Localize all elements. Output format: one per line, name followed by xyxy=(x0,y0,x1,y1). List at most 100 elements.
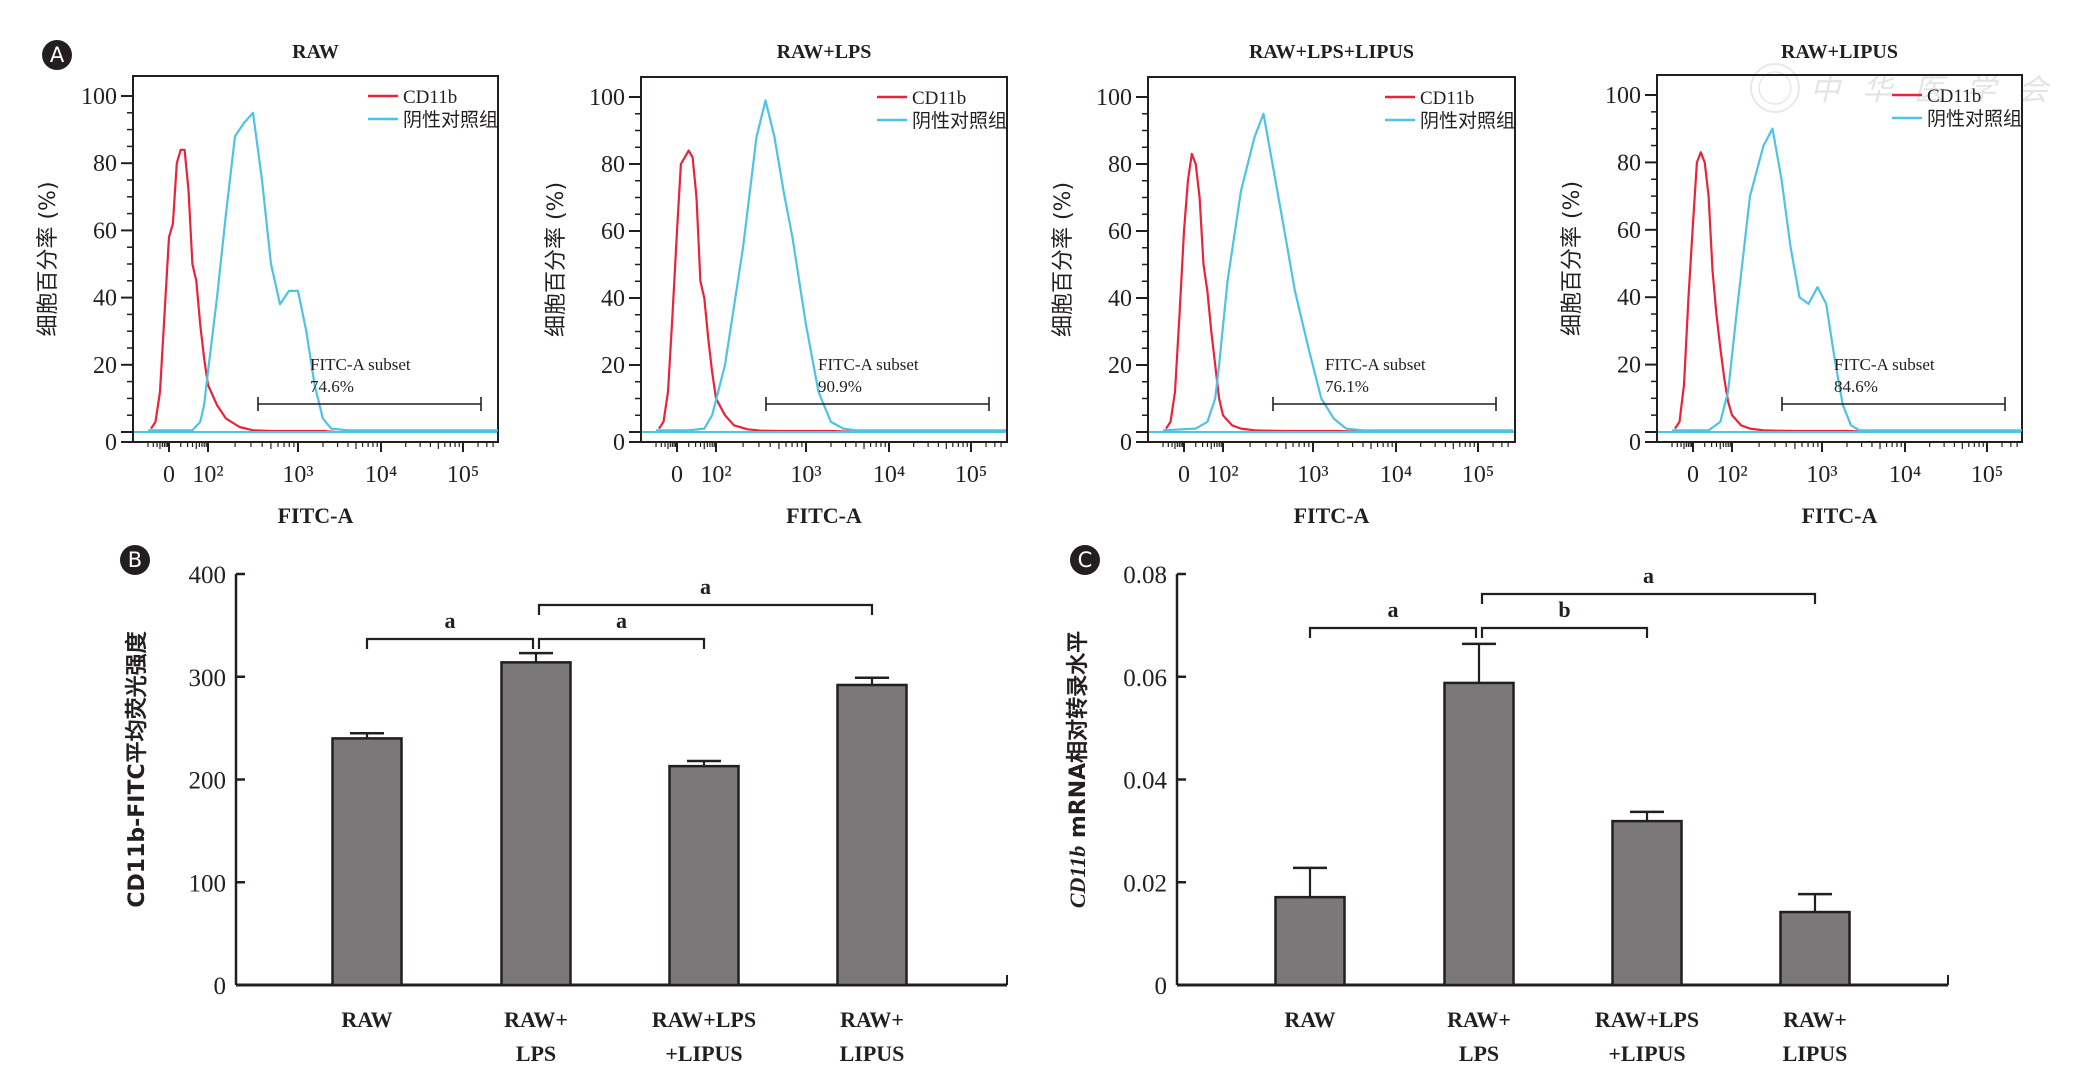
bar xyxy=(1779,910,1851,987)
x-tick-label: 10⁴ xyxy=(1380,462,1412,488)
significance-bracket xyxy=(1308,626,1478,638)
x-tick-label: 0 xyxy=(1178,462,1190,488)
category-label: RAW+ xyxy=(1783,1007,1847,1032)
y-tick-label: 60 xyxy=(93,218,117,244)
y-tick-label: 80 xyxy=(1617,150,1641,176)
panel-label-c: C xyxy=(1070,545,1100,575)
y-axis-label-text: CD11b-FITC平均荧光强度 xyxy=(124,630,150,907)
category-label: RAW+ xyxy=(504,1007,568,1032)
gate-label: FITC-A subset xyxy=(1834,355,1935,374)
y-tick-label: 300 xyxy=(189,665,227,692)
legend-label: CD11b xyxy=(403,87,457,108)
histogram-panels: RAW 0 20 40 60 80 100 0 10² 10³ 10⁴ 10⁵ FITC-A 细胞百分率 … xyxy=(36,41,2023,528)
gate-value: 90.9% xyxy=(818,377,862,396)
x-tick-label: 10² xyxy=(700,462,731,488)
gate-value: 76.1% xyxy=(1325,377,1369,396)
category-label: RAW+LPS xyxy=(1595,1007,1699,1032)
category-label: RAW+LPS xyxy=(652,1007,756,1032)
y-axis-label: 细胞百分率 (%) xyxy=(1051,182,1076,337)
y-tick-label: 20 xyxy=(1617,353,1641,379)
bar xyxy=(1274,895,1346,987)
cd11b-histogram-line xyxy=(1165,152,1363,434)
significance-bracket xyxy=(1480,626,1649,638)
negative-control-histogram-line xyxy=(656,99,1006,432)
y-tick-label: 20 xyxy=(93,353,117,379)
y-tick-label: 60 xyxy=(1108,219,1132,245)
x-axis-label: FITC-A xyxy=(278,503,354,528)
watermark: 中华医学会 xyxy=(1750,63,2070,113)
category-label: RAW xyxy=(341,1007,392,1032)
y-tick-label: 80 xyxy=(1108,152,1132,178)
histogram-panel-4: RAW+LIPUS 0 20 40 60 80 100 0 10² 10³ 10⁴ 10⁵ FITC-A… xyxy=(1560,41,2023,528)
histogram-panel-3: RAW+LPS+LIPUS 0 20 40 60 80 100 0 10² 10³ 10⁴ 10⁵ FI… xyxy=(1051,41,1516,528)
y-tick-label: 60 xyxy=(601,219,625,245)
category-label: RAW xyxy=(1284,1007,1335,1032)
watermark-seal-inner xyxy=(1758,71,1792,105)
negative-control-histogram-line xyxy=(148,111,498,432)
plot-frame xyxy=(1147,76,1516,443)
x-tick-label: 10⁵ xyxy=(955,462,987,488)
x-tick-label: 0 xyxy=(1687,462,1699,488)
panel-label-a-text: A xyxy=(50,43,65,67)
category-label: RAW+ xyxy=(1447,1007,1511,1032)
x-tick-label: 10³ xyxy=(1806,462,1837,488)
x-tick-label: 10³ xyxy=(282,462,313,488)
x-tick-label: 10² xyxy=(1716,462,1747,488)
significance-bracket xyxy=(537,637,706,649)
bar xyxy=(1611,819,1683,987)
category-label: +LIPUS xyxy=(665,1041,742,1066)
y-tick-label: 0.04 xyxy=(1123,768,1167,795)
histogram-panel-2: RAW+LPS 0 20 40 60 80 100 0 10² 10³ 10⁴ 10⁵ FITC-A 细胞… xyxy=(544,41,1008,528)
y-axis-label: 细胞百分率 (%) xyxy=(1560,181,1585,336)
histogram-title: RAW+LPS+LIPUS xyxy=(1249,41,1414,63)
gate-value: 74.6% xyxy=(310,377,354,396)
x-axis-label: FITC-A xyxy=(786,503,862,528)
x-tick-label: 10⁵ xyxy=(1462,462,1494,488)
category-label: RAW+ xyxy=(840,1007,904,1032)
legend-label: CD11b xyxy=(1420,88,1474,109)
y-tick-label: 0 xyxy=(613,430,625,456)
bar xyxy=(836,683,908,987)
y-tick-label: 20 xyxy=(601,353,625,379)
x-tick-label: 10² xyxy=(1207,462,1238,488)
y-tick-label: 0 xyxy=(1629,430,1641,456)
legend-label: 阴性对照组 xyxy=(1420,110,1515,132)
x-tick-label: 10⁵ xyxy=(1971,462,2003,488)
y-tick-label: 80 xyxy=(601,152,625,178)
y-tick-label: 400 xyxy=(189,562,227,589)
y-tick-label: 0 xyxy=(214,973,227,1000)
negative-control-histogram-line xyxy=(1672,127,2022,432)
y-tick-label: 40 xyxy=(1617,285,1641,311)
y-tick-label: 0.06 xyxy=(1123,665,1167,692)
x-tick-label: 0 xyxy=(163,462,175,488)
significance-label: a xyxy=(616,608,627,633)
x-axis-label: FITC-A xyxy=(1802,503,1878,528)
panel-label-c-text: C xyxy=(1078,548,1093,572)
x-tick-label: 10⁴ xyxy=(873,462,905,488)
y-tick-label: 100 xyxy=(81,84,117,110)
watermark-text: 中华医学会 xyxy=(1810,73,2070,108)
histogram-title: RAW+LIPUS xyxy=(1781,41,1898,63)
significance-label: b xyxy=(1558,597,1570,622)
y-tick-label: 40 xyxy=(1108,286,1132,312)
y-tick-label: 20 xyxy=(1108,353,1132,379)
y-tick-label: 0.02 xyxy=(1123,870,1167,897)
x-tick-label: 10⁴ xyxy=(365,462,397,488)
significance-label: a xyxy=(1643,563,1654,588)
plot-frame xyxy=(132,75,499,443)
x-tick-label: 10² xyxy=(192,462,223,488)
gate-value: 84.6% xyxy=(1834,377,1878,396)
y-tick-label: 40 xyxy=(93,286,117,312)
y-tick-label: 0 xyxy=(105,430,117,456)
significance-label: a xyxy=(1388,597,1399,622)
panel-label-b-text: B xyxy=(128,548,142,572)
histogram-title: RAW xyxy=(292,41,339,63)
x-axis-label: FITC-A xyxy=(1294,503,1370,528)
cd11b-histogram-line xyxy=(1674,151,1872,434)
y-tick-label: 40 xyxy=(601,286,625,312)
y-tick-label: 100 xyxy=(1605,83,1641,109)
x-tick-label: 10³ xyxy=(1297,462,1328,488)
gate-label: FITC-A subset xyxy=(818,355,919,374)
y-axis-label: 细胞百分率 (%) xyxy=(544,182,569,337)
